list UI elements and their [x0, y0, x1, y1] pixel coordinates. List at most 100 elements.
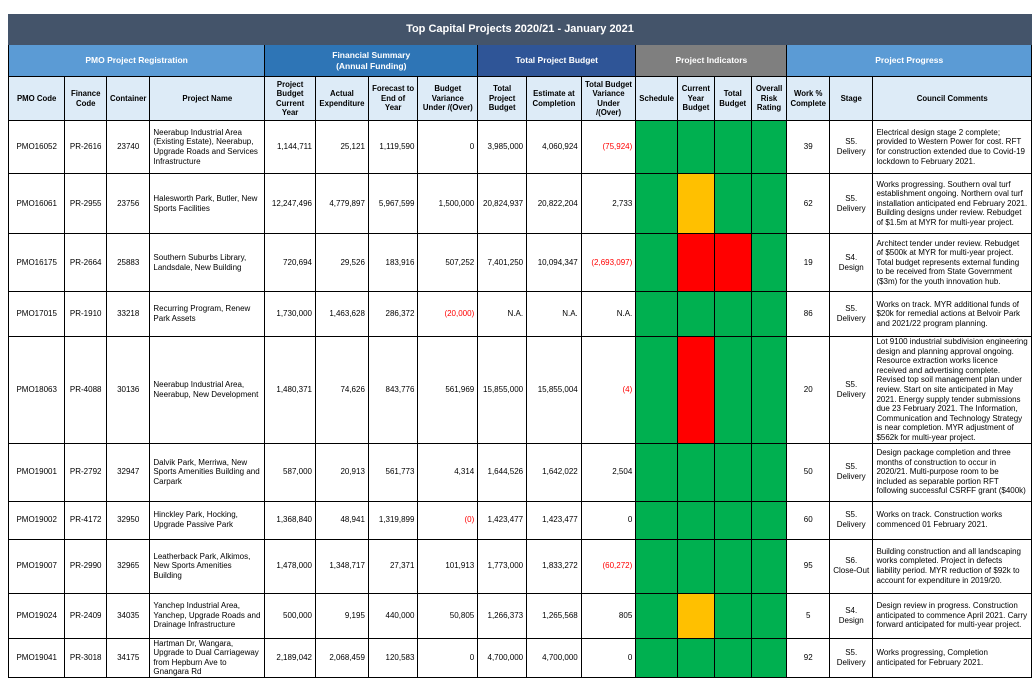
- cell-eac: 1,423,477: [526, 500, 582, 540]
- column-header: Project Budget Current Year: [264, 76, 316, 121]
- indicator-current-year-budget: [676, 637, 715, 678]
- cell-variance: 561,969: [417, 336, 479, 444]
- cell-cont: 32965: [106, 538, 151, 594]
- cell-budget-cy: 720,694: [264, 233, 316, 292]
- cell-total-budget: 20,824,937: [477, 173, 528, 234]
- cell-budget-cy: 2,189,042: [264, 637, 316, 678]
- cell-pmo: PMO18063: [7, 336, 66, 444]
- cell-total-budget: 4,700,000: [477, 637, 528, 678]
- cell-budget-cy: 1,478,000: [264, 538, 316, 594]
- cell-cont: 33218: [106, 291, 151, 337]
- cell-cont: 23740: [106, 120, 151, 174]
- capital-projects-table: Top Capital Projects 2020/21 - January 2…: [7, 14, 1032, 678]
- cell-total-budget: 7,401,250: [477, 233, 528, 292]
- cell-budget-cy: 12,247,496: [264, 173, 316, 234]
- cell-total-budget: 1,644,526: [477, 442, 528, 502]
- cell-name: Leatherback Park, Alkimos, New Sports Am…: [149, 538, 266, 594]
- indicator-schedule: [635, 442, 678, 502]
- group-project-progress: Project Progress: [786, 44, 1032, 77]
- indicator-overall-risk: [750, 442, 788, 502]
- table-row: PMO19001 PR-2792 32947 Dalvik Park, Merriwa…: [7, 442, 1032, 502]
- indicator-schedule: [635, 336, 678, 444]
- cell-budget-cy: 1,144,711: [264, 120, 316, 174]
- indicator-total-budget: [713, 592, 752, 639]
- cell-pct: 86: [786, 291, 830, 337]
- cell-comment: Building construction and all landscapin…: [872, 538, 1032, 594]
- cell-name: Hartman Dr, Wangara, Upgrade to Dual Car…: [149, 637, 266, 678]
- cell-pct: 60: [786, 500, 830, 540]
- cell-total-var: 0: [580, 500, 637, 540]
- cell-pmo: PMO19007: [7, 538, 66, 594]
- cell-fin: PR-3018: [64, 637, 108, 678]
- cell-cont: 32947: [106, 442, 151, 502]
- cell-stage: S5. Delivery: [828, 173, 874, 234]
- indicator-total-budget: [713, 538, 752, 594]
- cell-cont: 30136: [106, 336, 151, 444]
- indicator-total-budget: [713, 173, 752, 234]
- cell-pmo: PMO16061: [7, 173, 66, 234]
- indicator-current-year-budget: [676, 592, 715, 639]
- cell-variance: 50,805: [417, 592, 479, 639]
- cell-stage: S5. Delivery: [828, 291, 874, 337]
- indicator-total-budget: [713, 336, 752, 444]
- indicator-total-budget: [713, 637, 752, 678]
- indicator-schedule: [635, 291, 678, 337]
- group-total-project-budget: Total Project Budget: [477, 44, 637, 77]
- column-header: Work % Complete: [786, 76, 830, 121]
- indicator-current-year-budget: [676, 291, 715, 337]
- cell-eac: 1,833,272: [526, 538, 582, 594]
- cell-forecast: 843,776: [367, 336, 419, 444]
- cell-comment: Works progressing, Completion anticipate…: [872, 637, 1032, 678]
- cell-variance: 0: [417, 120, 479, 174]
- cell-pct: 62: [786, 173, 830, 234]
- column-header: Total Budget: [713, 76, 752, 121]
- cell-fin: PR-1910: [64, 291, 108, 337]
- indicator-overall-risk: [750, 120, 788, 174]
- cell-pct: 92: [786, 637, 830, 678]
- indicator-total-budget: [713, 291, 752, 337]
- cell-total-budget: N.A.: [477, 291, 528, 337]
- table-row: PMO18063 PR-4088 30136 Neerabup Industrial …: [7, 336, 1032, 444]
- cell-comment: Design review in progress. Construction …: [872, 592, 1032, 639]
- cell-actual: 1,463,628: [314, 291, 369, 337]
- cell-pct: 50: [786, 442, 830, 502]
- cell-actual: 25,121: [314, 120, 369, 174]
- cell-pct: 19: [786, 233, 830, 292]
- cell-fin: PR-2990: [64, 538, 108, 594]
- cell-eac: 20,822,204: [526, 173, 582, 234]
- column-header: Budget Variance Under /(Over): [417, 76, 479, 121]
- cell-comment: Design package completion and three mont…: [872, 442, 1032, 502]
- cell-cont: 23756: [106, 173, 151, 234]
- cell-pct: 95: [786, 538, 830, 594]
- table-row: PMO19024 PR-2409 34035 Yanchep Industrial A…: [7, 592, 1032, 639]
- indicator-current-year-budget: [676, 336, 715, 444]
- column-header: Estimate at Completion: [526, 76, 582, 121]
- cell-name: Hinckley Park, Hocking, Upgrade Passive …: [149, 500, 266, 540]
- table-row: PMO19041 PR-3018 34175 Hartman Dr, Wangara,…: [7, 637, 1032, 678]
- cell-variance: 1,500,000: [417, 173, 479, 234]
- cell-stage: S5. Delivery: [828, 120, 874, 174]
- cell-pct: 39: [786, 120, 830, 174]
- indicator-schedule: [635, 233, 678, 292]
- indicator-overall-risk: [750, 637, 788, 678]
- cell-total-budget: 1,266,373: [477, 592, 528, 639]
- cell-total-var: 2,733: [580, 173, 637, 234]
- cell-eac: 4,060,924: [526, 120, 582, 174]
- cell-actual: 74,626: [314, 336, 369, 444]
- column-header: Project Name: [149, 76, 266, 121]
- cell-stage: S5. Delivery: [828, 336, 874, 444]
- cell-comment: Electrical design stage 2 complete; prov…: [872, 120, 1032, 174]
- table-row: PMO19002 PR-4172 32950 Hinckley Park, Hocki…: [7, 500, 1032, 540]
- cell-forecast: 1,119,590: [367, 120, 419, 174]
- cell-comment: Works on track. MYR additional funds of …: [872, 291, 1032, 337]
- cell-total-var: (75,924): [580, 120, 637, 174]
- cell-cont: 34035: [106, 592, 151, 639]
- cell-actual: 4,779,897: [314, 173, 369, 234]
- indicator-schedule: [635, 637, 678, 678]
- indicator-schedule: [635, 120, 678, 174]
- cell-pmo: PMO19001: [7, 442, 66, 502]
- column-header: PMO Code: [7, 76, 66, 121]
- cell-forecast: 1,319,899: [367, 500, 419, 540]
- cell-eac: N.A.: [526, 291, 582, 337]
- report-title: Top Capital Projects 2020/21 - January 2…: [8, 14, 1032, 45]
